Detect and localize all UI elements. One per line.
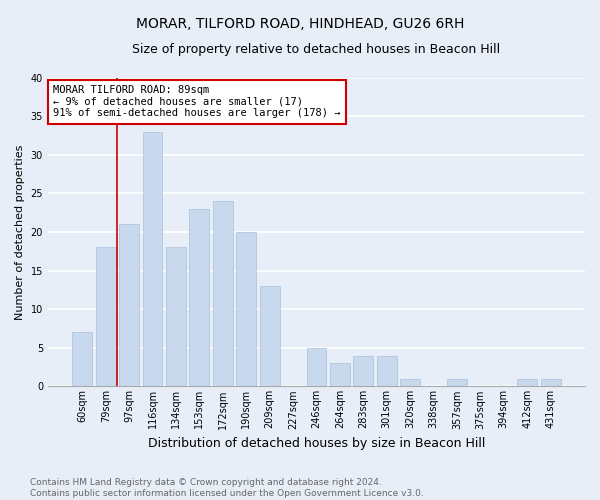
Y-axis label: Number of detached properties: Number of detached properties	[15, 144, 25, 320]
Bar	[447, 378, 467, 386]
Bar	[541, 378, 560, 386]
Bar	[517, 378, 537, 386]
Bar	[307, 348, 326, 387]
Bar	[400, 378, 420, 386]
Bar	[119, 224, 139, 386]
Text: MORAR TILFORD ROAD: 89sqm
← 9% of detached houses are smaller (17)
91% of semi-d: MORAR TILFORD ROAD: 89sqm ← 9% of detach…	[53, 85, 341, 118]
X-axis label: Distribution of detached houses by size in Beacon Hill: Distribution of detached houses by size …	[148, 437, 485, 450]
Text: MORAR, TILFORD ROAD, HINDHEAD, GU26 6RH: MORAR, TILFORD ROAD, HINDHEAD, GU26 6RH	[136, 18, 464, 32]
Bar	[260, 286, 280, 386]
Title: Size of property relative to detached houses in Beacon Hill: Size of property relative to detached ho…	[133, 42, 500, 56]
Bar	[143, 132, 163, 386]
Bar	[236, 232, 256, 386]
Bar	[330, 363, 350, 386]
Bar	[73, 332, 92, 386]
Bar	[353, 356, 373, 386]
Text: Contains HM Land Registry data © Crown copyright and database right 2024.
Contai: Contains HM Land Registry data © Crown c…	[30, 478, 424, 498]
Bar	[213, 201, 233, 386]
Bar	[166, 248, 186, 386]
Bar	[190, 209, 209, 386]
Bar	[96, 248, 116, 386]
Bar	[377, 356, 397, 386]
